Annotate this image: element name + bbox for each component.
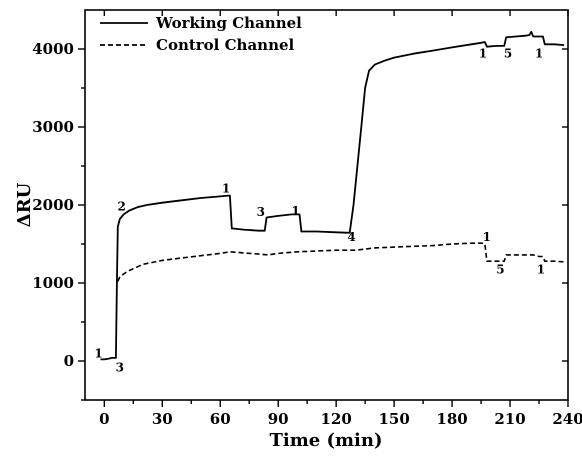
legend-label-control-channel: Control Channel xyxy=(156,36,295,54)
annotation-label: 1 xyxy=(537,263,545,277)
y-tick-label: 0 xyxy=(64,352,74,370)
x-tick-label: 120 xyxy=(321,410,352,428)
annotation-label: 5 xyxy=(504,47,512,61)
annotation-label: 1 xyxy=(291,204,299,218)
x-tick-label: 0 xyxy=(99,410,109,428)
y-axis-title: ΔRU xyxy=(14,182,35,227)
annotation-label: 1 xyxy=(479,47,487,61)
y-tick-label: 2000 xyxy=(32,196,74,214)
y-tick-label: 4000 xyxy=(32,40,74,58)
y-tick-label: 3000 xyxy=(32,118,74,136)
y-axis: 0 1000 2000 3000 4000 xyxy=(32,40,568,401)
annotation-label: 3 xyxy=(257,205,265,219)
annotation-label: 1 xyxy=(222,182,230,196)
annotation-label: 1 xyxy=(94,347,102,361)
series-layer xyxy=(100,30,565,361)
x-tick-label: 30 xyxy=(152,410,173,428)
annotation-label: 1 xyxy=(535,47,543,61)
x-tick-label: 90 xyxy=(268,410,289,428)
legend: Working Channel Control Channel xyxy=(100,14,302,54)
annotation-label: 3 xyxy=(116,361,124,375)
annotation-label: 5 xyxy=(496,263,504,277)
plot-frame xyxy=(84,9,569,401)
x-axis-title: Time (min) xyxy=(269,430,382,451)
x-tick-label: 180 xyxy=(436,410,467,428)
series-line-working-channel xyxy=(100,30,565,361)
x-tick-label: 150 xyxy=(378,410,409,428)
annotation-label: 2 xyxy=(118,200,126,214)
x-tick-label: 60 xyxy=(210,410,231,428)
x-axis: 0 30 60 90 120 150 180 210 240 xyxy=(99,10,582,428)
series-line-control-channel xyxy=(117,242,565,282)
x-tick-label: 210 xyxy=(494,410,525,428)
annotation-label: 1 xyxy=(483,230,491,244)
x-tick-label: 240 xyxy=(552,410,582,428)
annotation-label: 4 xyxy=(347,230,355,244)
y-tick-label: 1000 xyxy=(32,274,74,292)
legend-label-working-channel: Working Channel xyxy=(155,14,302,32)
